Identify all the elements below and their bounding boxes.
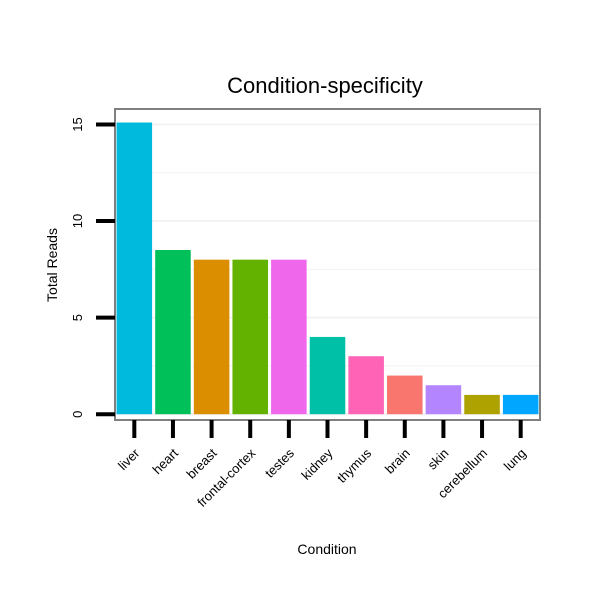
bars [116,122,539,415]
bar-skin [425,385,462,415]
y-tick-label: 0 [70,411,85,418]
y-tick-label: 10 [70,214,85,228]
bar-cerebellum [464,394,500,415]
x-tick-label: breast [184,445,220,481]
bar-liver [116,122,153,415]
x-axis-title: Condition [297,541,356,557]
bar-thymus [348,356,384,415]
bar-lung [502,394,539,415]
y-axis-title: Total Reads [44,228,60,302]
x-tick-label: lung [501,446,529,474]
bar-brain [387,375,423,415]
bar-breast [193,259,230,415]
y-tick-label: 15 [70,117,85,131]
chart-title: Condition-specificity [227,73,423,98]
y-tick-label: 5 [70,314,85,321]
x-tick-label: liver [115,445,143,473]
x-tick-label: testes [262,445,297,480]
x-tick-label: brain [382,446,413,477]
bar-kidney [309,336,346,415]
bar-testes [271,259,307,415]
bar-frontal-cortex [232,259,268,415]
y-axis-ticks: 0 5 10 15 [70,117,115,418]
x-tick-label: skin [425,446,452,473]
x-tick-label: kidney [298,445,336,483]
bar-heart [155,250,191,415]
x-tick-label: heart [150,445,182,477]
x-tick-label: thymus [334,445,375,486]
